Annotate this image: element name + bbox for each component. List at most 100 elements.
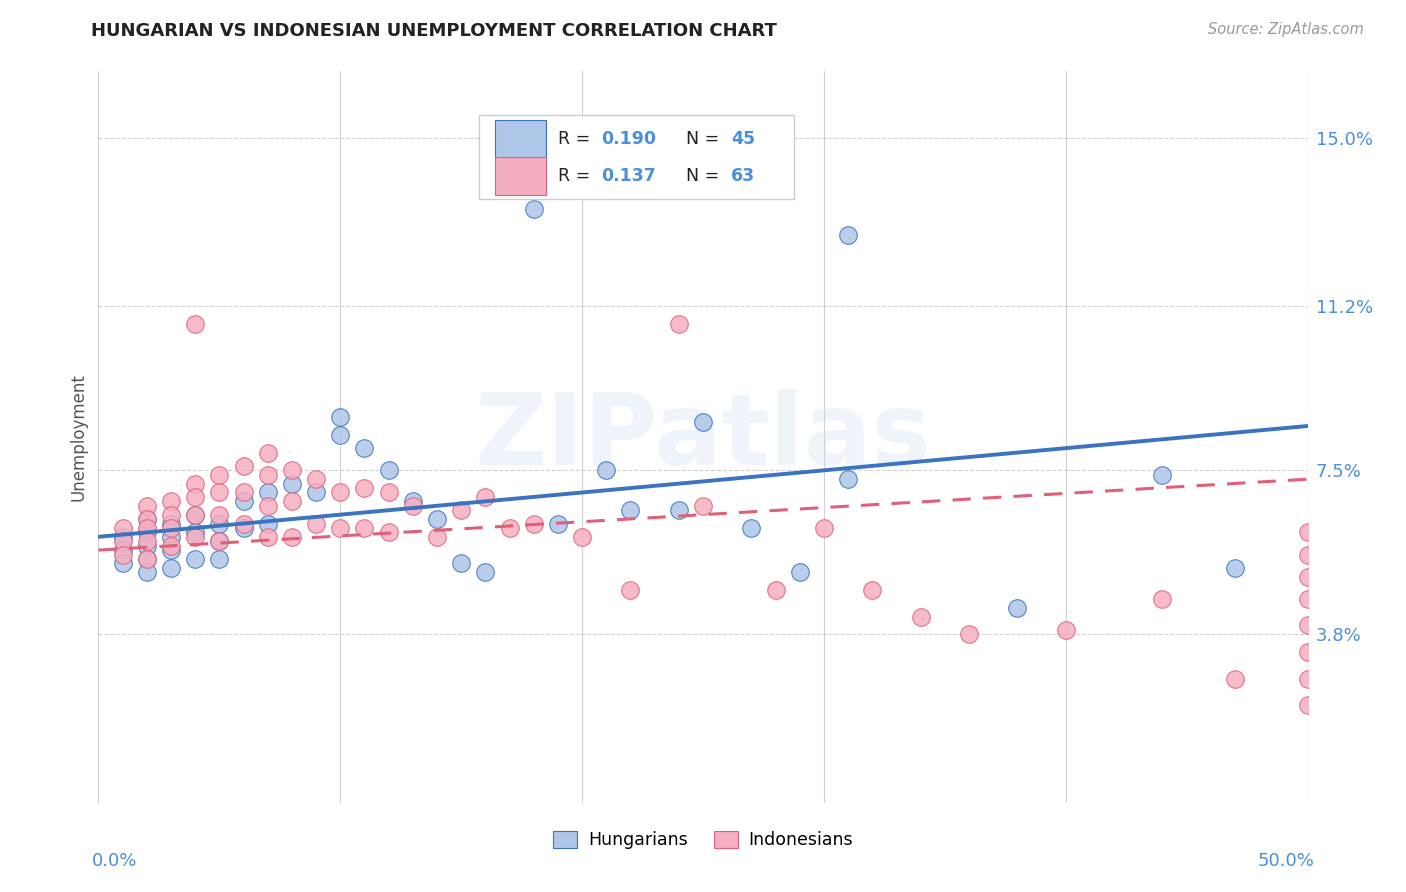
Point — [281, 530, 304, 544]
Point — [1296, 591, 1319, 606]
Point — [160, 539, 183, 553]
Point — [426, 512, 449, 526]
Text: HUNGARIAN VS INDONESIAN UNEMPLOYMENT CORRELATION CHART: HUNGARIAN VS INDONESIAN UNEMPLOYMENT COR… — [91, 22, 778, 40]
Point — [135, 525, 157, 540]
Point — [353, 481, 375, 495]
Point — [281, 494, 304, 508]
Point — [765, 582, 787, 597]
Point — [305, 516, 328, 531]
Point — [232, 521, 254, 535]
Point — [160, 521, 183, 535]
Point — [692, 415, 714, 429]
Point — [837, 228, 859, 243]
Point — [111, 530, 134, 544]
Point — [716, 161, 738, 176]
Point — [619, 582, 641, 597]
Point — [135, 552, 157, 566]
Point — [305, 472, 328, 486]
Legend: Hungarians, Indonesians: Hungarians, Indonesians — [546, 823, 860, 856]
Text: R =: R = — [558, 167, 596, 185]
Point — [232, 458, 254, 473]
Point — [135, 512, 157, 526]
Text: 0.137: 0.137 — [602, 167, 657, 185]
Point — [208, 552, 231, 566]
Text: 50.0%: 50.0% — [1258, 852, 1315, 870]
Point — [111, 521, 134, 535]
Point — [426, 530, 449, 544]
Point — [1296, 525, 1319, 540]
Point — [111, 534, 134, 549]
Point — [377, 485, 399, 500]
Point — [232, 485, 254, 500]
Point — [135, 534, 157, 549]
Point — [377, 463, 399, 477]
Point — [184, 490, 207, 504]
Point — [208, 516, 231, 531]
Point — [281, 463, 304, 477]
Point — [692, 499, 714, 513]
Point — [135, 552, 157, 566]
Point — [740, 521, 762, 535]
Point — [208, 467, 231, 482]
Point — [353, 521, 375, 535]
Point — [208, 508, 231, 522]
Point — [860, 582, 883, 597]
Point — [523, 516, 546, 531]
Point — [1296, 548, 1319, 562]
Point — [1296, 645, 1319, 659]
Point — [353, 441, 375, 455]
Point — [910, 609, 932, 624]
Point — [402, 499, 425, 513]
Point — [256, 530, 278, 544]
Point — [595, 463, 617, 477]
Point — [208, 485, 231, 500]
Text: Source: ZipAtlas.com: Source: ZipAtlas.com — [1208, 22, 1364, 37]
Point — [813, 521, 835, 535]
Point — [160, 508, 183, 522]
Point — [1296, 698, 1319, 713]
FancyBboxPatch shape — [479, 115, 793, 200]
Point — [184, 508, 207, 522]
Text: 0.0%: 0.0% — [91, 852, 136, 870]
Point — [329, 410, 352, 425]
Point — [256, 445, 278, 459]
Text: 63: 63 — [731, 167, 755, 185]
Point — [957, 627, 980, 641]
Text: 0.190: 0.190 — [602, 130, 657, 148]
Point — [329, 428, 352, 442]
Point — [1296, 570, 1319, 584]
Point — [377, 525, 399, 540]
Point — [668, 503, 690, 517]
Point — [305, 485, 328, 500]
Point — [668, 317, 690, 331]
Text: 45: 45 — [731, 130, 755, 148]
Point — [1152, 591, 1174, 606]
Point — [329, 485, 352, 500]
Point — [160, 543, 183, 558]
Point — [1054, 623, 1077, 637]
Point — [135, 566, 157, 580]
Point — [184, 530, 207, 544]
Point — [1296, 672, 1319, 686]
Point — [208, 534, 231, 549]
Point — [329, 521, 352, 535]
Point — [208, 534, 231, 549]
Point — [232, 516, 254, 531]
Point — [474, 566, 496, 580]
Point — [1152, 467, 1174, 482]
Point — [547, 516, 569, 531]
Point — [160, 561, 183, 575]
Point — [1296, 618, 1319, 632]
Point — [160, 530, 183, 544]
Point — [571, 530, 593, 544]
Point — [281, 476, 304, 491]
Point — [837, 472, 859, 486]
Point — [184, 508, 207, 522]
Point — [619, 503, 641, 517]
Point — [135, 512, 157, 526]
Point — [789, 566, 811, 580]
Point — [232, 494, 254, 508]
Point — [256, 485, 278, 500]
Point — [1007, 600, 1029, 615]
Point — [160, 494, 183, 508]
